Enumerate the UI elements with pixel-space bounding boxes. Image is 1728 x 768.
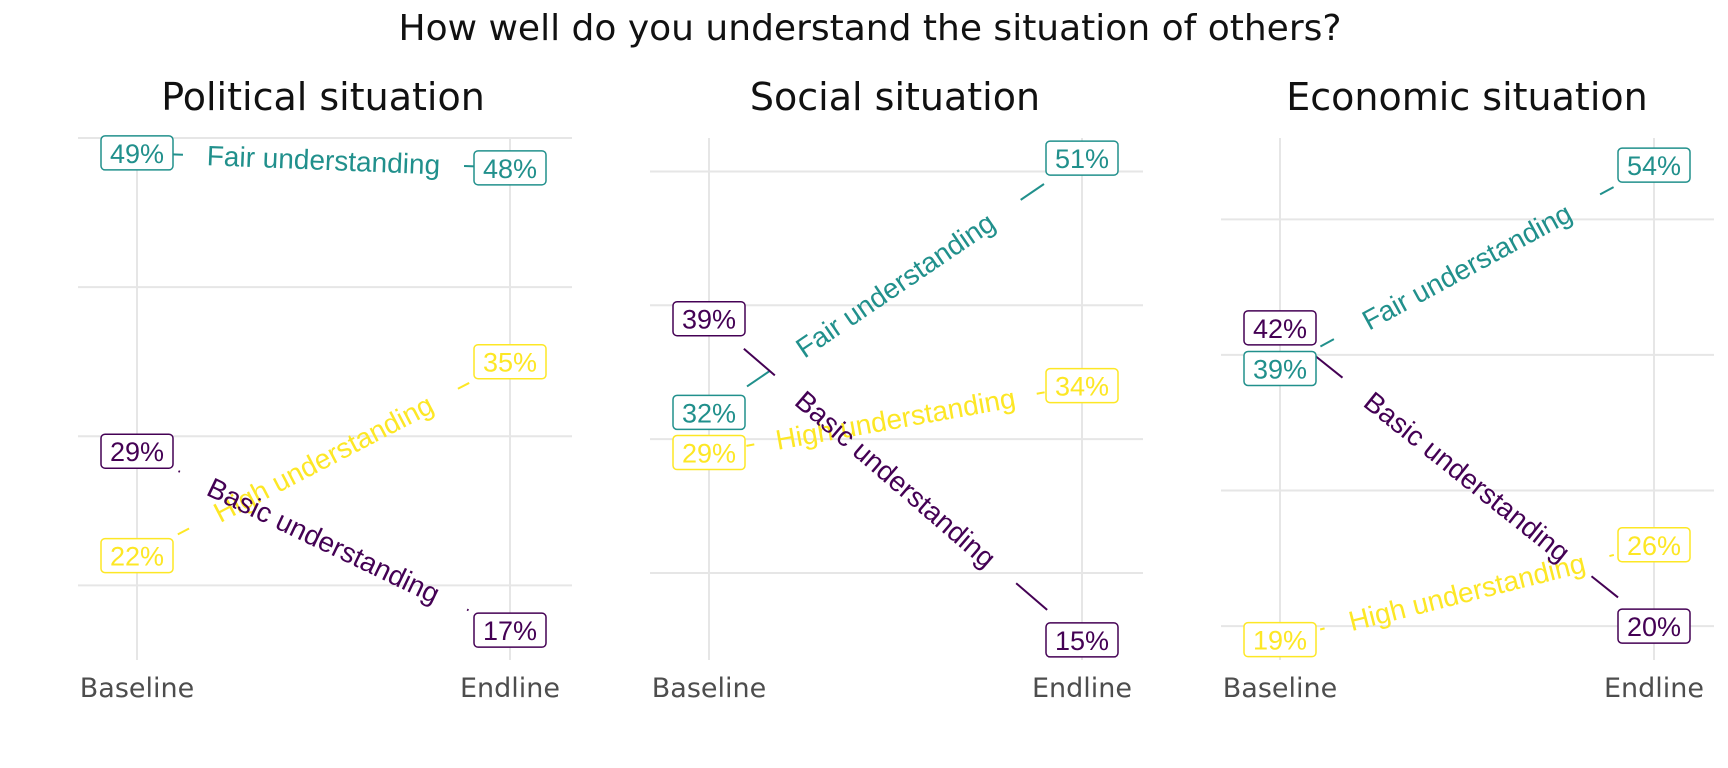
series-label-fair-understanding: Fair understanding xyxy=(1357,197,1577,336)
series-line-basic-understanding xyxy=(743,347,776,377)
value-label-box-fair-understanding xyxy=(100,135,174,171)
panel-title: Economic situation xyxy=(1286,75,1647,119)
value-label-box-basic-understanding xyxy=(473,612,547,648)
value-label-high-understanding: 26% xyxy=(1627,531,1681,561)
value-label-box-basic-understanding xyxy=(1617,608,1691,644)
value-label-box-basic-understanding xyxy=(1243,310,1317,346)
series-line-basic-understanding xyxy=(1590,575,1619,599)
x-tick-label-baseline: Baseline xyxy=(1223,673,1337,704)
value-label-box-high-understanding xyxy=(100,537,174,574)
x-tick-label-endline: Endline xyxy=(1032,673,1132,704)
series-line-high-understanding xyxy=(1609,553,1615,558)
chart-title: How well do you understand the situation… xyxy=(399,8,1342,49)
value-label-fair-understanding: 51% xyxy=(1055,144,1109,174)
panel-social-situation: Social situation Baseline Endline Fair unde… xyxy=(650,75,1143,704)
value-label-fair-understanding: 32% xyxy=(682,398,736,428)
series-line-high-understanding xyxy=(1036,391,1045,395)
value-label-basic-understanding: 29% xyxy=(110,437,164,467)
value-label-box-fair-understanding xyxy=(1243,350,1317,387)
series-line-high-understanding xyxy=(457,382,470,390)
value-label-fair-understanding: 39% xyxy=(1253,354,1307,384)
value-label-box-high-understanding xyxy=(672,434,746,471)
value-label-fair-understanding: 54% xyxy=(1627,151,1681,181)
series-line-basic-understanding xyxy=(466,608,469,612)
series-line-fair-understanding xyxy=(1319,338,1335,348)
series-label-fair-understanding: Fair understanding xyxy=(790,207,1000,364)
value-label-basic-understanding: 15% xyxy=(1055,626,1109,656)
value-label-box-high-understanding xyxy=(473,343,547,380)
series-label-fair-understanding: Fair understanding xyxy=(206,140,441,180)
value-label-box-basic-understanding xyxy=(672,300,746,337)
series-line-basic-understanding xyxy=(1315,355,1344,379)
value-label-basic-understanding: 17% xyxy=(483,616,537,646)
value-label-high-understanding: 35% xyxy=(483,348,537,378)
x-tick-label-baseline: Baseline xyxy=(652,673,766,704)
value-label-high-understanding: 19% xyxy=(1253,626,1307,656)
x-tick-label-endline: Endline xyxy=(460,673,560,704)
value-label-basic-understanding: 42% xyxy=(1253,314,1307,344)
value-label-fair-understanding: 48% xyxy=(483,154,537,184)
value-label-basic-understanding: 20% xyxy=(1627,612,1681,642)
series-line-high-understanding xyxy=(177,527,190,536)
value-label-box-fair-understanding xyxy=(1617,147,1691,183)
series-line-basic-understanding xyxy=(1015,582,1048,611)
panel-political-situation: Political situation Baseline Endline Fair u… xyxy=(78,75,572,704)
value-label-box-high-understanding xyxy=(1617,527,1691,563)
x-tick-label-endline: Endline xyxy=(1604,673,1704,704)
series-line-fair-understanding xyxy=(1599,186,1615,196)
value-label-box-fair-understanding xyxy=(473,150,547,186)
panel-title: Social situation xyxy=(750,75,1040,119)
series-line-fair-understanding xyxy=(746,369,771,388)
series-line-basic-understanding xyxy=(178,470,181,473)
value-label-box-fair-understanding xyxy=(672,394,746,431)
value-label-high-understanding: 34% xyxy=(1055,372,1109,402)
series-line-high-understanding xyxy=(746,443,755,447)
series-label-basic-understanding: Basic understanding xyxy=(1358,386,1576,568)
value-label-box-high-understanding xyxy=(1243,621,1317,658)
x-tick-label-baseline: Baseline xyxy=(80,673,194,704)
series-label-basic-understanding: Basic understanding xyxy=(202,472,444,610)
value-label-high-understanding: 29% xyxy=(682,439,736,469)
series-line-fair-understanding xyxy=(1020,183,1045,201)
series-line-high-understanding xyxy=(1319,627,1325,631)
panel-economic-situation: Economic situation Baseline Endline Fair un… xyxy=(1221,75,1714,704)
panel-title: Political situation xyxy=(161,75,485,119)
value-label-high-understanding: 22% xyxy=(110,542,164,572)
value-label-box-high-understanding xyxy=(1045,367,1119,404)
value-label-box-basic-understanding xyxy=(100,433,174,469)
value-label-fair-understanding: 49% xyxy=(110,139,164,169)
value-label-box-fair-understanding xyxy=(1045,140,1119,176)
value-label-basic-understanding: 39% xyxy=(682,305,736,335)
value-label-box-basic-understanding xyxy=(1045,622,1119,658)
